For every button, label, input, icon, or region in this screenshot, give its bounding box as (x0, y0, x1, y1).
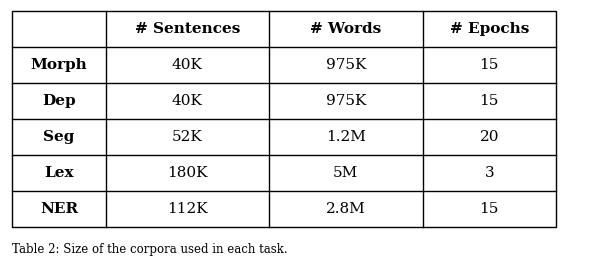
Text: 15: 15 (480, 202, 499, 216)
Text: 180K: 180K (167, 166, 208, 180)
Text: 1.2M: 1.2M (326, 130, 366, 144)
Text: 15: 15 (480, 94, 499, 108)
Text: Lex: Lex (44, 166, 74, 180)
Text: 975K: 975K (326, 94, 366, 108)
Text: NER: NER (40, 202, 78, 216)
Text: 40K: 40K (172, 58, 203, 72)
Text: 5M: 5M (333, 166, 358, 180)
Bar (12, 11, 556, 227)
Text: # Words: # Words (310, 22, 381, 36)
Text: 112K: 112K (167, 202, 208, 216)
Text: # Epochs: # Epochs (449, 22, 529, 36)
Text: 40K: 40K (172, 94, 203, 108)
Text: 3: 3 (484, 166, 494, 180)
Text: 15: 15 (480, 58, 499, 72)
Text: # Sentences: # Sentences (135, 22, 240, 36)
Text: 20: 20 (480, 130, 499, 144)
Text: 52K: 52K (172, 130, 202, 144)
Text: 2.8M: 2.8M (326, 202, 365, 216)
Text: 975K: 975K (326, 58, 366, 72)
Text: Table 2: Size of the corpora used in each task.: Table 2: Size of the corpora used in eac… (12, 243, 288, 256)
Text: Seg: Seg (43, 130, 74, 144)
Text: Dep: Dep (42, 94, 76, 108)
Text: Morph: Morph (31, 58, 87, 72)
